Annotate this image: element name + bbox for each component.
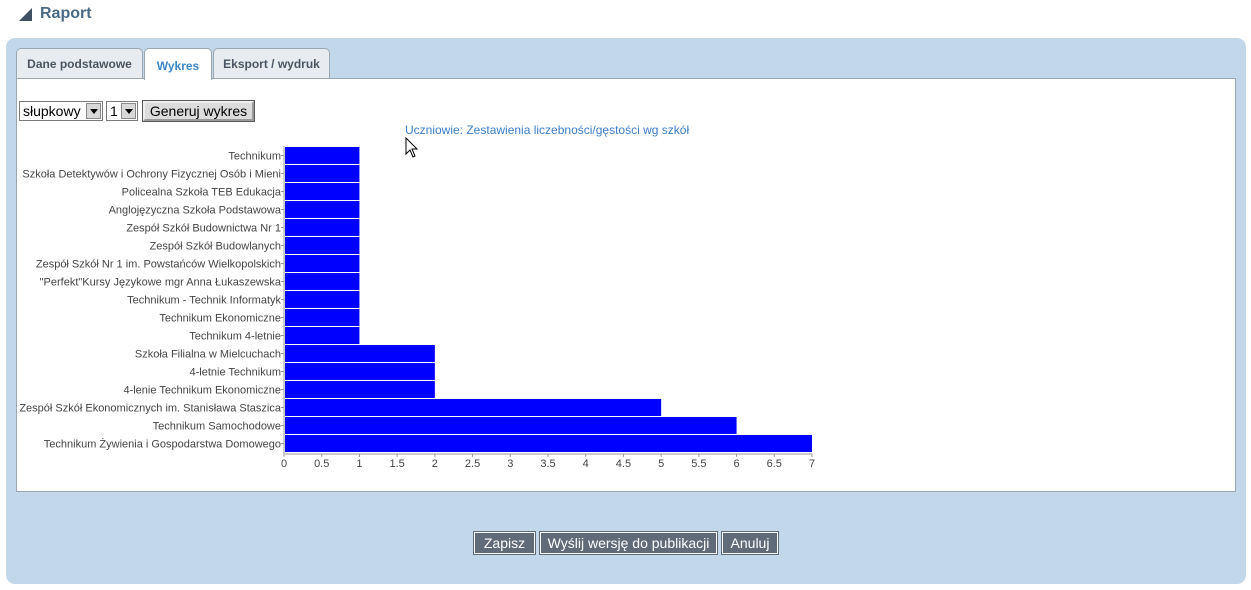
chevron-down-icon[interactable] [86, 103, 101, 119]
tab-chart[interactable]: Wykres [144, 48, 212, 80]
cancel-button[interactable]: Anuluj [721, 531, 779, 555]
chevron-down-icon[interactable] [121, 103, 136, 119]
y-tick-label: Anglojęzyczna Szkoła Podstawowa [109, 205, 282, 217]
x-tick-label: 1 [356, 458, 362, 470]
bar [285, 291, 360, 308]
x-tick-label: 3 [507, 458, 513, 470]
x-tick-label: 1.5 [389, 458, 404, 470]
y-tick-label: 4-lenie Technikum Ekonomiczne [123, 385, 281, 397]
publish-button[interactable]: Wyślij wersję do publikacji [539, 531, 718, 555]
bar [285, 255, 360, 272]
y-tick-label: Technikum Ekonomiczne [159, 313, 281, 325]
x-tick-label: 4.5 [616, 458, 631, 470]
bar [285, 165, 360, 182]
y-tick-label: Technikum - Technik Informatyk [127, 295, 281, 307]
x-tick-label: 5 [658, 458, 664, 470]
x-tick-label: 2 [432, 458, 438, 470]
x-tick-label: 6 [734, 458, 740, 470]
y-tick-label: "Perfekt"Kursy Językowe mgr Anna Łukasze… [40, 277, 282, 289]
y-tick-label: Zespół Szkół Nr 1 im. Powstańców Wielkop… [36, 259, 281, 271]
generate-chart-button[interactable]: Generuj wykres [142, 100, 255, 122]
chart-type-value: słupkowy [23, 103, 81, 119]
x-tick-label: 2.5 [465, 458, 480, 470]
tab-basic-data[interactable]: Dane podstawowe [16, 48, 143, 78]
save-button[interactable]: Zapisz [473, 531, 536, 555]
y-tick-label: Policealna Szkoła TEB Edukacja [122, 187, 282, 199]
y-tick-label: Szkoła Detektywów i Ochrony Fizycznej Os… [22, 169, 281, 181]
mouse-cursor-icon [405, 137, 419, 158]
series-select[interactable]: 1 [106, 101, 138, 121]
x-tick-label: 6.5 [767, 458, 782, 470]
x-tick-label: 0.5 [314, 458, 329, 470]
bar [285, 363, 435, 380]
bar [285, 381, 435, 398]
x-tick-label: 4 [583, 458, 589, 470]
y-tick-label: Zespół Szkół Budownictwa Nr 1 [126, 223, 281, 235]
x-tick-label: 3.5 [540, 458, 555, 470]
bar [285, 201, 360, 218]
x-tick-label: 5.5 [691, 458, 706, 470]
chart-tab-content: słupkowy 1 Generuj wykres Uczniowie: Zes… [16, 78, 1236, 492]
y-tick-label: 4-letnie Technikum [189, 367, 281, 379]
page-title: Raport [40, 5, 92, 22]
x-tick-label: 7 [809, 458, 815, 470]
y-tick-label: Technikum [228, 151, 281, 163]
y-tick-label: Zespół Szkół Budowlanych [150, 241, 281, 253]
bar-chart: Uczniowie: Zestawienia liczebności/gęsto… [19, 123, 815, 470]
tab-export-print[interactable]: Eksport / wydruk [213, 48, 330, 78]
bar [285, 399, 662, 416]
bar [285, 237, 360, 254]
bar [285, 417, 737, 434]
y-tick-label: Zespół Szkół Ekonomicznych im. Stanisław… [19, 403, 282, 415]
chart-type-select[interactable]: słupkowy [19, 101, 103, 121]
y-tick-label: Technikum Żywienia i Gospodarstwa Domowe… [44, 438, 281, 451]
bar [285, 345, 435, 362]
bar [285, 273, 360, 290]
bar [285, 147, 360, 164]
chart-title: Uczniowie: Zestawienia liczebności/gęsto… [405, 123, 689, 137]
y-tick-label: Szkoła Filialna w Mielcuchach [135, 349, 281, 361]
series-value: 1 [110, 103, 118, 119]
y-tick-label: Technikum 4-letnie [189, 331, 281, 343]
y-tick-label: Technikum Samochodowe [153, 421, 281, 433]
bar [285, 183, 360, 200]
report-panel: Dane podstawowe Wykres Eksport / wydruk … [6, 38, 1246, 584]
report-header[interactable]: Raport [19, 4, 92, 24]
x-tick-label: 0 [281, 458, 287, 470]
bar [285, 435, 812, 452]
collapse-triangle-icon[interactable] [19, 7, 32, 21]
bar [285, 327, 360, 344]
bar [285, 309, 360, 326]
bar [285, 219, 360, 236]
